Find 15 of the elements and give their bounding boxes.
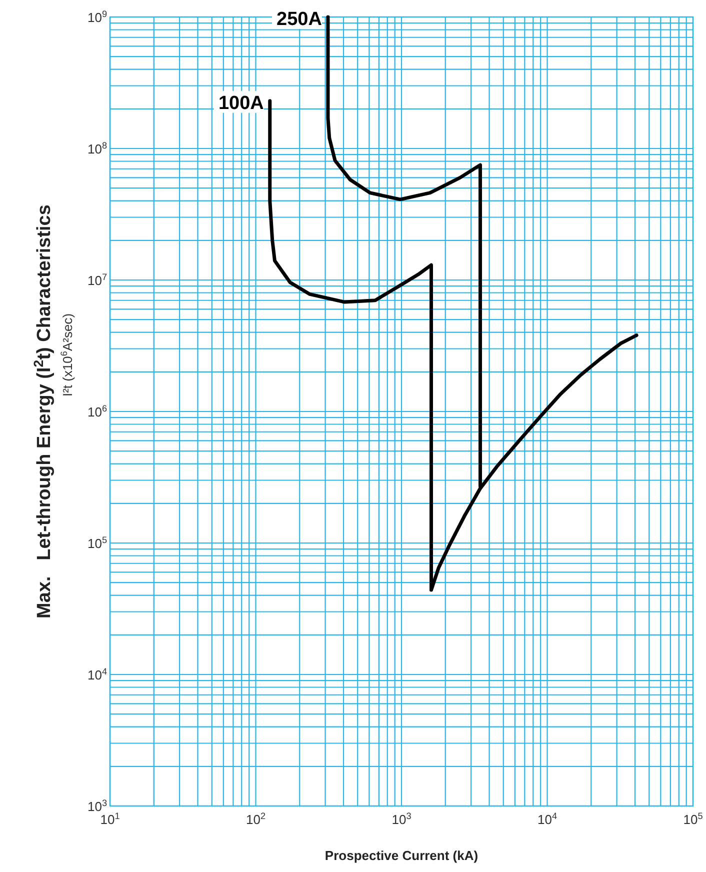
x-tick-label: 10$^{5}$	[683, 811, 703, 827]
y-tick-label: 10$^{8}$	[87, 140, 107, 156]
x-tick-label: 10$^{1}$	[100, 811, 120, 827]
series-label: 100A	[218, 92, 264, 114]
y-tick-label: 10$^{6}$	[87, 404, 107, 420]
y-tick-label: 10$^{3}$	[87, 798, 107, 814]
x-tick-label: 10$^{3}$	[392, 811, 412, 827]
y-tick-label: 10$^{7}$	[87, 272, 107, 288]
y-tick-label: 10$^{4}$	[87, 666, 107, 682]
y-tick-label: 10$^{9}$	[87, 9, 107, 25]
y-tick-label: 10$^{5}$	[87, 535, 107, 551]
x-tick-label: 10$^{4}$	[537, 811, 558, 827]
series-label: 250A	[276, 9, 322, 30]
x-axis-title: Prospective Current (kA)	[324, 848, 478, 863]
x-tick-label: 10$^{2}$	[246, 811, 266, 827]
